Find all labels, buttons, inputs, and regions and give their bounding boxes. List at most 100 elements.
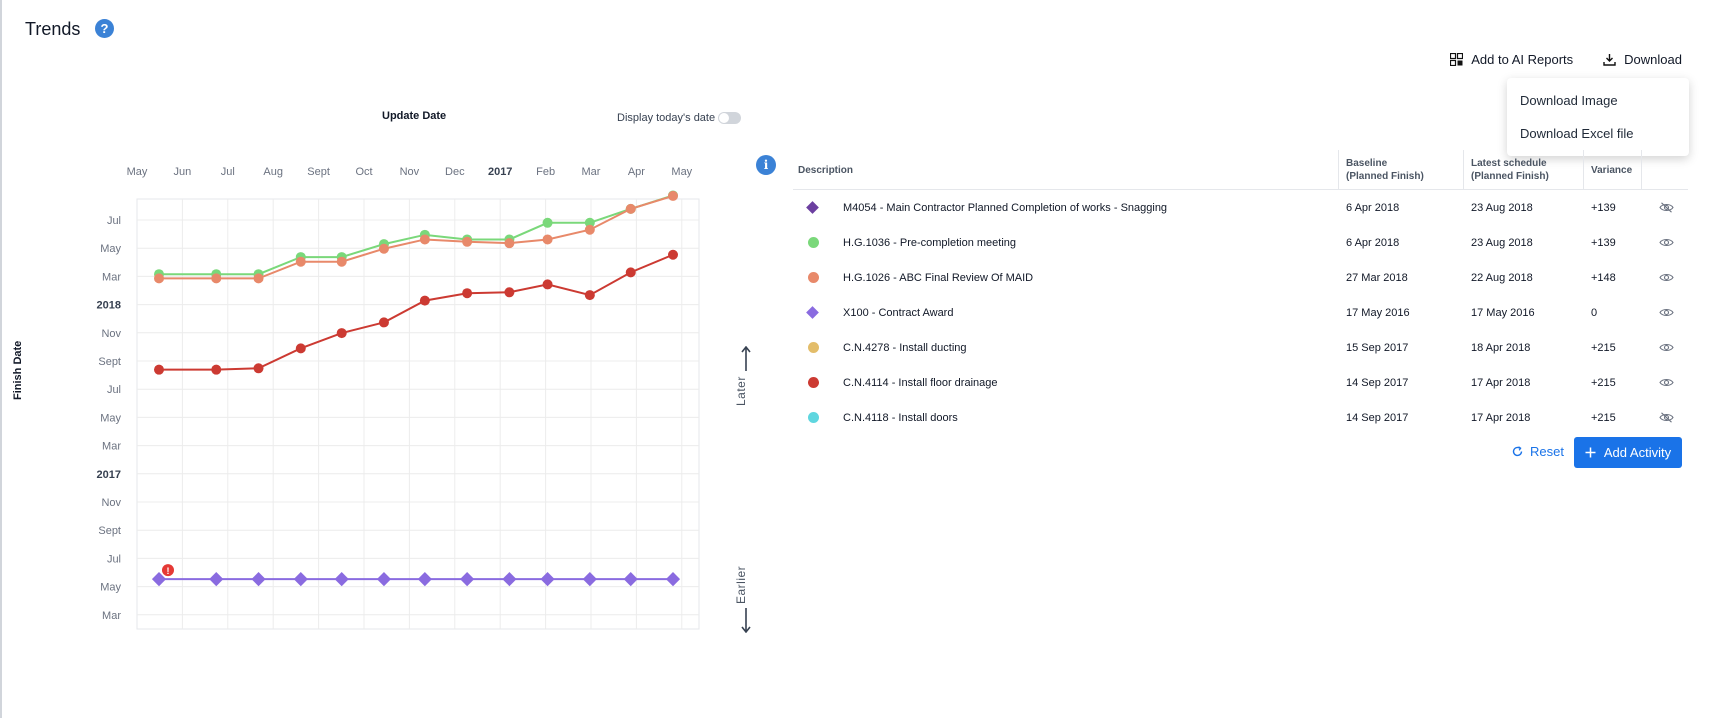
row-baseline: 17 May 2016 [1346,306,1410,319]
reset-button[interactable]: Reset [1512,444,1564,459]
col-baseline-line2: (Planned Finish) [1346,171,1424,182]
row-description: M4054 - Main Contractor Planned Completi… [843,201,1168,214]
eye-off-icon[interactable] [1659,190,1674,225]
row-variance: +215 [1591,341,1616,354]
eye-icon[interactable] [1659,365,1674,400]
table-row: C.N.4278 - Install ducting 15 Sep 2017 18 … [793,330,1688,365]
download-menu: Download Image Download Excel file [1507,78,1689,156]
grid-icon [1450,53,1464,66]
eye-icon[interactable] [1659,260,1674,295]
col-variance: Variance [1583,150,1641,190]
data-point [462,236,473,247]
download-excel-item[interactable]: Download Excel file [1520,126,1634,141]
data-point [419,295,430,306]
row-marker [808,330,819,365]
data-point [211,273,222,284]
col-baseline-line1: Baseline [1346,158,1388,169]
row-baseline: 15 Sep 2017 [1346,341,1409,354]
y-tick-label: Mar [102,271,121,283]
eye-icon[interactable] [1659,295,1674,330]
diamond-marker-icon [806,306,819,319]
col-description: Description [798,164,854,176]
x-tick-label: Feb [536,166,555,178]
data-point [542,217,553,228]
data-point [154,364,164,375]
col-latest-line2: (Planned Finish) [1471,171,1549,182]
table-row: X100 - Contract Award 17 May 2016 17 May 2… [793,295,1688,330]
eye-off-icon[interactable] [1659,400,1674,435]
row-description: C.N.4278 - Install ducting [843,341,967,354]
warning-icon-text: ! [167,566,170,576]
add-activity-button[interactable]: Add Activity [1574,437,1682,468]
y-tick-label: 2018 [97,300,121,312]
x-tick-label: 2017 [488,166,512,178]
row-variance: 0 [1591,306,1598,319]
row-variance: +139 [1591,201,1616,214]
download-image-item[interactable]: Download Image [1520,93,1618,108]
row-description: C.N.4114 - Install floor drainage [843,376,998,389]
display-today-toggle[interactable] [718,112,741,124]
add-to-ai-reports-label: Add to AI Reports [1471,52,1574,67]
circle-marker-icon [808,272,819,283]
data-point [211,364,222,375]
circle-marker-icon [808,237,819,248]
eye-icon[interactable] [1659,330,1674,365]
info-icon[interactable]: i [756,155,776,175]
row-latest: 23 Aug 2018 [1471,201,1533,214]
data-point [504,287,515,298]
row-marker [808,365,819,400]
data-point [378,317,389,328]
row-baseline: 6 Apr 2018 [1346,201,1400,214]
row-baseline: 6 Apr 2018 [1346,236,1400,249]
col-visibility [1641,150,1688,190]
top-actions: Add to AI Reports Download [1450,52,1682,67]
plus-icon [1585,447,1596,458]
y-tick-label: Sept [98,356,121,368]
data-point [668,249,678,260]
window-edge [0,0,2,718]
data-point [625,203,636,214]
download-icon [1603,54,1616,66]
refresh-icon [1512,446,1523,457]
row-description: H.G.1036 - Pre-completion meeting [843,236,1017,249]
eye-icon[interactable] [1659,225,1674,260]
table-row: H.G.1036 - Pre-completion meeting 6 Apr 2… [793,225,1688,260]
x-tick-label: May [671,166,692,178]
diamond-marker-icon [806,201,819,214]
x-tick-label: Mar [582,166,601,178]
y-tick-label: Jul [107,553,121,565]
data-point [253,273,264,284]
data-point [623,572,638,587]
data-point [665,572,681,587]
data-point [334,572,349,587]
data-point [582,572,597,587]
row-marker [808,400,819,435]
y-tick-label: May [100,243,121,255]
row-variance: +215 [1591,376,1616,389]
add-activity-label: Add Activity [1603,445,1672,460]
row-latest: 23 Aug 2018 [1471,236,1533,249]
circle-marker-icon [808,412,819,423]
col-baseline: Baseline (Planned Finish) [1338,150,1463,190]
data-point [376,572,392,587]
download-label: Download [1624,52,1682,67]
add-to-ai-reports-button[interactable]: Add to AI Reports [1450,52,1573,67]
row-latest: 22 Aug 2018 [1471,271,1533,284]
row-variance: +139 [1591,236,1616,249]
row-marker [808,260,819,295]
data-point [504,238,515,249]
y-tick-label: Jul [107,215,121,227]
x-tick-label: Apr [628,166,645,178]
later-label: Later [734,376,748,406]
download-button[interactable]: Download [1603,52,1682,67]
y-tick-label: May [100,582,121,594]
data-point [417,572,432,587]
row-latest: 17 Apr 2018 [1471,411,1531,424]
data-point [336,328,347,339]
help-icon[interactable]: ? [95,19,114,38]
row-baseline: 14 Sep 2017 [1346,376,1409,389]
row-latest: 17 Apr 2018 [1471,376,1531,389]
y-tick-label: Sept [98,525,121,537]
table-row: H.G.1026 - ABC Final Review Of MAID 27 Ma… [793,260,1688,295]
row-baseline: 27 Mar 2018 [1346,271,1408,284]
